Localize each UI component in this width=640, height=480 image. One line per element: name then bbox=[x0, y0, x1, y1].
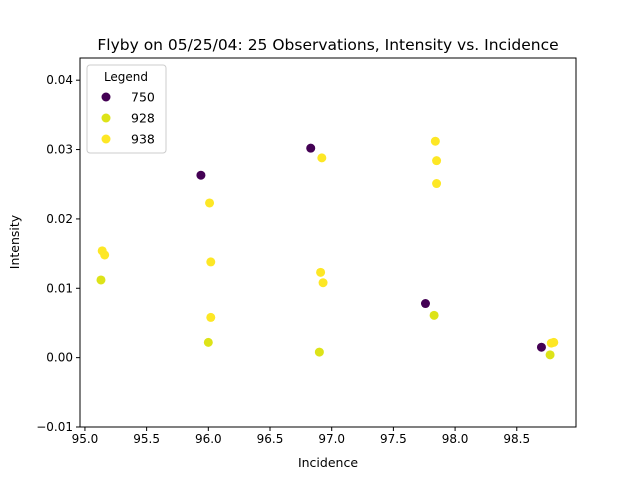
data-point-750 bbox=[306, 143, 316, 153]
x-tick-label: 97.5 bbox=[380, 432, 407, 446]
data-point-928 bbox=[96, 275, 106, 285]
legend-marker-750 bbox=[101, 92, 111, 102]
x-tick-label: 98.0 bbox=[442, 432, 469, 446]
y-axis: −0.01 0.00 0.01 0.02 0.03 0.04 bbox=[36, 73, 80, 434]
x-tick-label: 96.0 bbox=[195, 432, 222, 446]
data-point-750 bbox=[196, 170, 206, 180]
data-point-938 bbox=[317, 153, 327, 163]
data-point-938 bbox=[206, 257, 216, 267]
x-axis: 95.0 95.5 96.0 96.5 97.0 97.5 98.0 98.5 bbox=[72, 427, 530, 446]
x-tick-label: 95.5 bbox=[133, 432, 160, 446]
x-tick-label: 97.0 bbox=[318, 432, 345, 446]
x-tick-label: 95.0 bbox=[72, 432, 99, 446]
x-tick-label: 96.5 bbox=[257, 432, 284, 446]
data-point-938 bbox=[549, 337, 559, 347]
data-point-750 bbox=[536, 342, 546, 352]
y-tick-label: −0.01 bbox=[36, 420, 73, 434]
data-point-928 bbox=[429, 310, 439, 320]
legend-frame bbox=[86, 64, 167, 154]
data-point-928 bbox=[203, 337, 213, 347]
legend-marker-928 bbox=[101, 113, 111, 123]
data-point-938 bbox=[100, 250, 110, 260]
data-point-928 bbox=[314, 347, 324, 357]
data-point-938 bbox=[318, 278, 328, 288]
x-tick-label: 98.5 bbox=[503, 432, 530, 446]
y-tick-label: 0.04 bbox=[46, 73, 73, 87]
data-point-938 bbox=[432, 179, 442, 189]
x-axis-label: Incidence bbox=[298, 455, 358, 470]
legend-label-750: 750 bbox=[131, 90, 155, 105]
legend-label-938: 938 bbox=[131, 132, 155, 147]
legend-marker-938 bbox=[101, 134, 111, 144]
y-tick-label: 0.03 bbox=[46, 143, 73, 157]
data-point-938 bbox=[206, 312, 216, 322]
legend-label-928: 928 bbox=[131, 111, 155, 126]
y-tick-label: 0.01 bbox=[46, 281, 73, 295]
data-point-938 bbox=[430, 136, 440, 146]
legend-entries: 750 928 938 bbox=[101, 90, 155, 147]
data-point-938 bbox=[205, 198, 215, 208]
y-tick-label: 0.00 bbox=[46, 351, 73, 365]
points-layer bbox=[96, 136, 559, 360]
data-point-938 bbox=[316, 267, 326, 277]
chart-title: Flyby on 05/25/04: 25 Observations, Inte… bbox=[97, 36, 558, 54]
data-point-750 bbox=[420, 299, 430, 309]
legend: Legend 750 928 938 bbox=[86, 64, 167, 154]
data-point-938 bbox=[432, 156, 442, 166]
plot-area-frame bbox=[79, 57, 577, 428]
y-axis-label: Intensity bbox=[7, 214, 22, 269]
data-point-928 bbox=[545, 350, 555, 360]
y-tick-label: 0.02 bbox=[46, 212, 73, 226]
legend-title: Legend bbox=[104, 70, 148, 84]
